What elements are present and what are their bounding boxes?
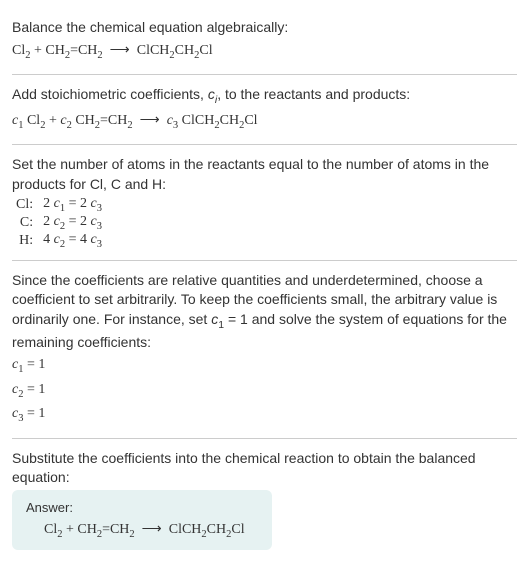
- answer-equation: Cl2 + CH2=CH2 ⟶ ClCH2CH2Cl: [26, 521, 258, 540]
- section-balance: Balance the chemical equation algebraica…: [12, 8, 517, 75]
- atom-label: H:: [12, 232, 39, 250]
- section4-title: Since the coefficients are relative quan…: [12, 271, 517, 352]
- atom-label: C:: [12, 214, 39, 232]
- section1-title: Balance the chemical equation algebraica…: [12, 18, 517, 38]
- section5-title: Substitute the coefficients into the che…: [12, 449, 517, 488]
- section-solve: Since the coefficients are relative quan…: [12, 261, 517, 439]
- table-row: C: 2 c2 = 2 c3: [12, 214, 106, 232]
- section-atoms: Set the number of atoms in the reactants…: [12, 145, 517, 261]
- table-row: Cl: 2 c1 = 2 c3: [12, 196, 106, 214]
- atom-equation: 4 c2 = 4 c3: [39, 232, 106, 250]
- section1-equation: Cl2 + CH2=CH2 ⟶ ClCH2CH2Cl: [12, 40, 517, 65]
- answer-box: Answer: Cl2 + CH2=CH2 ⟶ ClCH2CH2Cl: [12, 490, 272, 550]
- section2-title: Add stoichiometric coefficients, ci, to …: [12, 85, 517, 107]
- atoms-table: Cl: 2 c1 = 2 c3 C: 2 c2 = 2 c3 H: 4 c2 =…: [12, 196, 106, 249]
- atom-label: Cl:: [12, 196, 39, 214]
- coeff-equation: c3 = 1: [12, 403, 517, 428]
- coeff-equation: c2 = 1: [12, 379, 517, 404]
- atom-equation: 2 c1 = 2 c3: [39, 196, 106, 214]
- section3-title: Set the number of atoms in the reactants…: [12, 155, 517, 194]
- section2-equation: c1 Cl2 + c2 CH2=CH2 ⟶ c3 ClCH2CH2Cl: [12, 110, 517, 135]
- table-row: H: 4 c2 = 4 c3: [12, 232, 106, 250]
- coeff-equation: c1 = 1: [12, 354, 517, 379]
- section-substitute: Substitute the coefficients into the che…: [12, 439, 517, 560]
- section-stoichiometric: Add stoichiometric coefficients, ci, to …: [12, 75, 517, 145]
- answer-label: Answer:: [26, 500, 258, 515]
- atom-equation: 2 c2 = 2 c3: [39, 214, 106, 232]
